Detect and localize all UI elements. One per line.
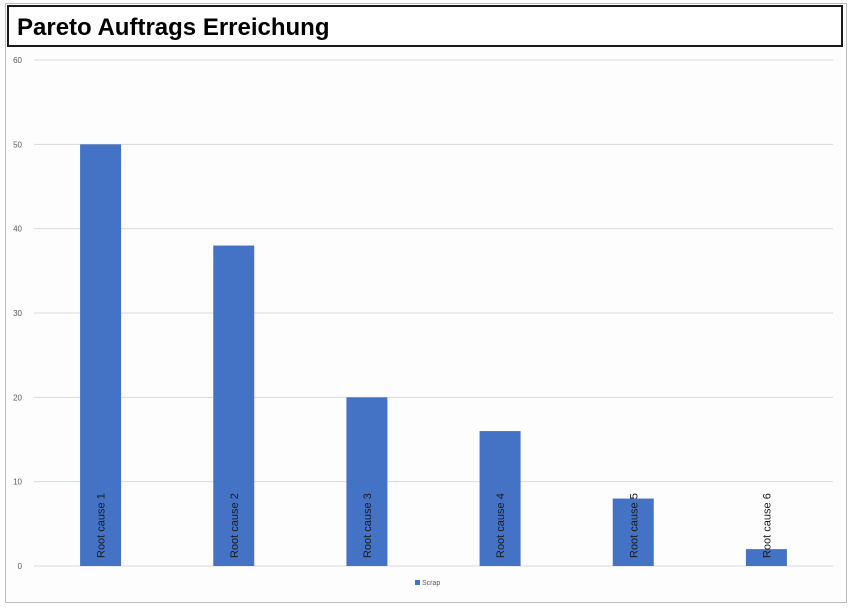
chart-frame <box>5 3 847 603</box>
legend-swatch <box>415 580 420 585</box>
bar <box>213 245 255 567</box>
y-tick-label: 40 <box>13 225 22 234</box>
category-label: Root cause 5 <box>628 493 640 558</box>
chart-title: Pareto Auftrags Erreichung <box>17 14 330 41</box>
y-tick-label: 30 <box>13 309 22 318</box>
category-label: Root cause 6 <box>761 493 773 558</box>
y-tick-label: 0 <box>18 562 23 571</box>
y-tick-label: 10 <box>13 478 22 487</box>
chart-title-box: Pareto Auftrags Erreichung <box>7 5 843 47</box>
category-label: Root cause 4 <box>495 493 507 558</box>
bar <box>612 498 654 566</box>
bar <box>80 144 122 567</box>
legend-label: Scrap <box>422 580 440 587</box>
bar <box>745 549 787 566</box>
category-label: Root cause 2 <box>229 493 241 558</box>
y-tick-label: 60 <box>13 56 22 65</box>
bar <box>479 431 521 566</box>
category-label: Root cause 1 <box>96 493 108 558</box>
category-label: Root cause 3 <box>362 493 374 558</box>
y-tick-label: 20 <box>13 393 22 402</box>
bar <box>346 397 388 566</box>
y-tick-label: 50 <box>13 140 22 149</box>
